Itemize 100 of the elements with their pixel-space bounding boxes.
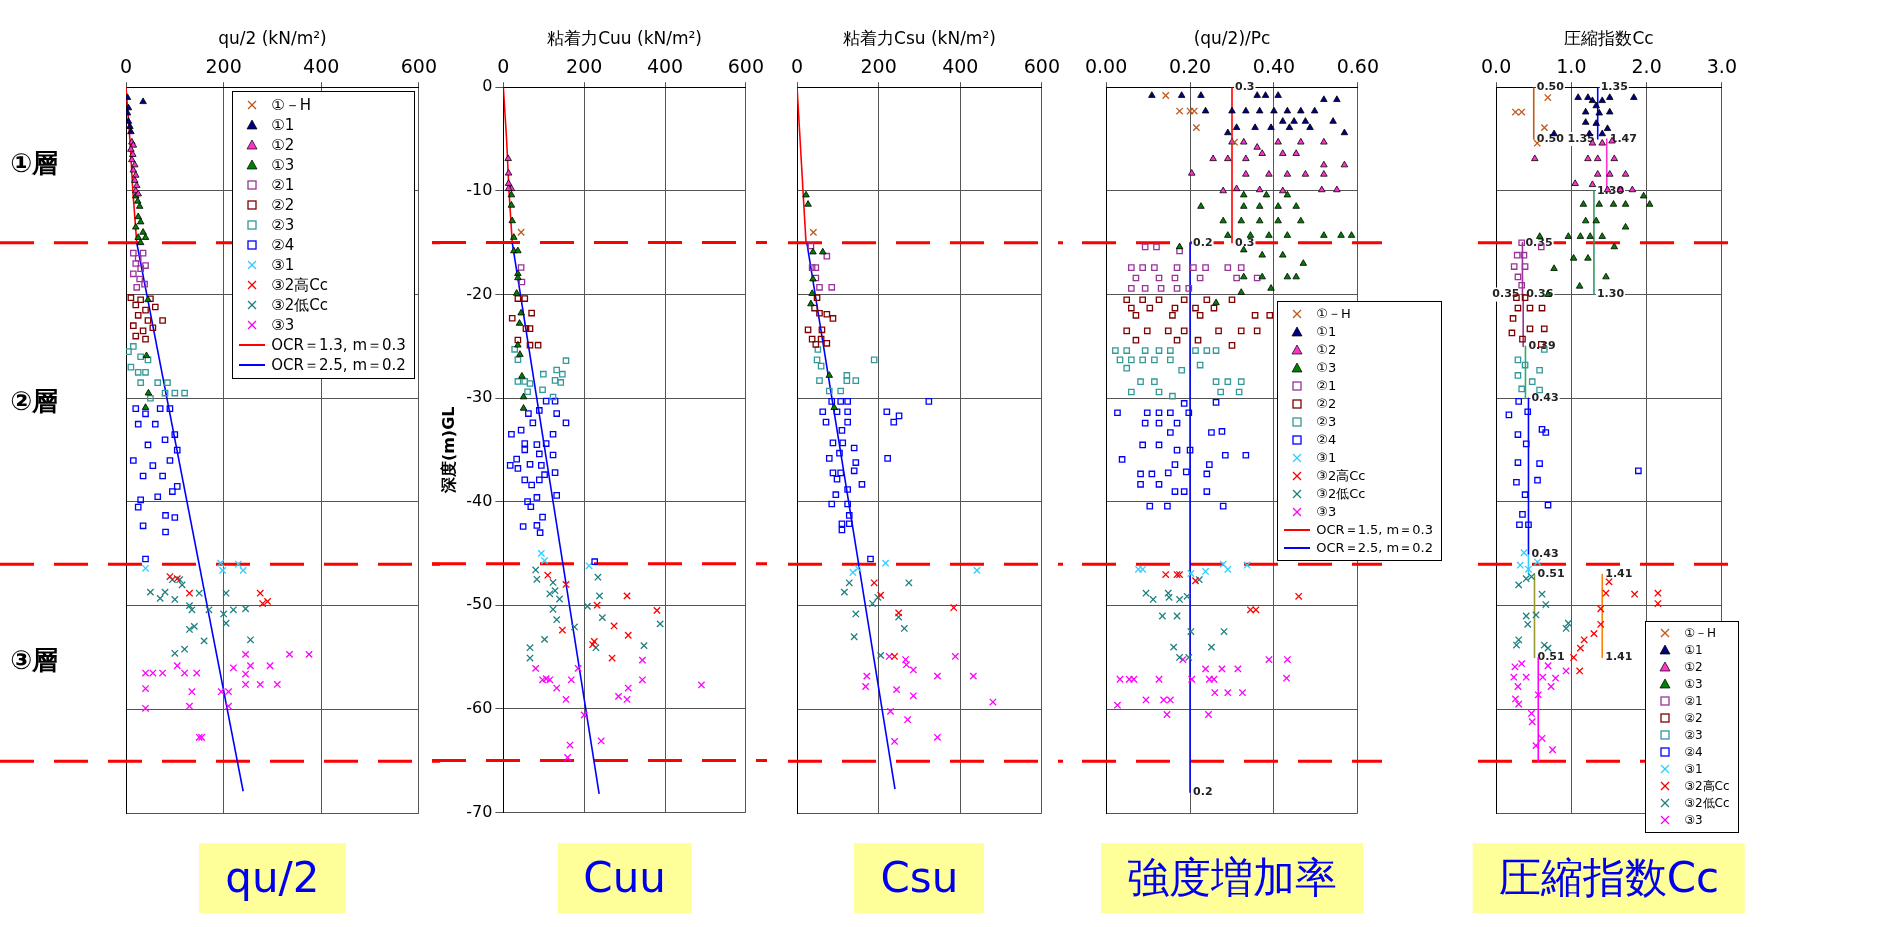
x-tick-label: 0 [119,54,133,77]
text: qu/2 [199,843,346,913]
x-tick-label: 0.20 [1168,54,1212,77]
annotation: 0.35 [1492,287,1520,301]
x-axis-title: 圧縮指数Cc [1564,27,1654,48]
annotation: 0.50 [1536,80,1565,94]
annotation: 0.2 [1193,785,1213,799]
text: ②層 [10,386,59,417]
legend-label: ①2 [1684,658,1703,676]
legend-label: ①－H [1684,624,1716,642]
annotation: 0.3 [1235,235,1255,249]
x-tick-label: 1.0 [1556,54,1587,77]
annotation: 0.51 [1537,650,1565,664]
annotation: 0.35 [1525,235,1553,249]
legend-label: ③2高Cc [271,275,329,296]
x-tick-label: 600 [1023,54,1060,77]
x-tick-label: 200 [860,54,897,77]
legend-label: ③1 [1316,449,1337,468]
annotation: 0.2 [1193,235,1213,249]
x-tick-label: 200 [205,54,242,77]
legend-label: OCR＝2.5, m＝0.2 [1316,539,1433,558]
legend-label: ①－H [271,95,312,116]
legend-label: ②2 [271,195,295,216]
x-tick-label: 600 [400,54,437,77]
text: Csu [854,843,985,913]
legend-label: ②4 [1316,431,1337,450]
x-tick-label: 3.0 [1706,54,1737,77]
y-tick-label: -20 [466,283,493,303]
legend-label: ①3 [1316,359,1337,378]
annotation: 1.35 [1600,80,1628,94]
legend-label: ①－H [1316,305,1351,324]
legend-label: ③1 [271,255,295,276]
annotation: 1.41 [1605,567,1633,581]
x-axis-title: qu/2 (kN/m²) [218,27,327,48]
annotation: 0.51 [1537,567,1565,581]
legend-label: ①1 [1684,641,1703,659]
x-axis-title: (qu/2)/Pc [1193,27,1271,48]
y-tick-label: -40 [466,490,493,510]
legend-label: ②2 [1684,709,1703,727]
x-tick-label: 200 [566,54,603,77]
legend-label: ②1 [1316,377,1337,396]
x-tick-label: 600 [727,54,764,77]
x-tick-label: 400 [646,54,684,77]
legend-label: ①2 [1316,341,1337,360]
y-tick-label: -70 [466,801,493,821]
legend-label: ②4 [1684,743,1703,761]
annotation: 0.43 [1531,546,1559,560]
legend-label: OCR＝1.3, m＝0.3 [271,335,406,356]
annotation: 1.30 [1596,287,1625,301]
x-tick-label: 0 [497,54,510,77]
x-tick-label: 400 [942,54,979,77]
text: ①層 [10,147,59,178]
legend-label: ③2低Cc [1684,794,1730,812]
legend-label: ③2高Cc [1684,777,1730,795]
legend-label: OCR＝2.5, m＝0.2 [271,355,406,376]
x-tick-label: 0.60 [1336,54,1379,77]
text: 強度増加率 [1101,843,1363,913]
legend-label: ①1 [271,115,295,136]
x-tick-label: 0.00 [1085,54,1128,77]
legend-label: ②3 [1684,726,1703,744]
legend-label: ③3 [271,315,295,336]
x-axis-title: 粘着力Csu (kN/m²) [843,27,996,48]
y-tick-label: -10 [466,179,493,199]
legend-label: ①2 [271,135,295,156]
legend-label: ①1 [1316,323,1337,342]
x-tick-label: 400 [303,54,340,77]
x-tick-label: 0 [791,54,804,77]
annotation: 1.30 [1596,183,1625,197]
legend-label: ③2低Cc [271,295,329,316]
legend-label: ②3 [1316,413,1337,432]
legend-label: ①3 [271,155,295,176]
annotation: 1.35 [1567,131,1595,145]
annotation: 0.50 [1536,131,1565,145]
annotation: 0.3 [1235,80,1255,94]
x-tick-label: 0.40 [1252,54,1296,77]
y-tick-label: -50 [466,594,493,614]
x-tick-label: 2.0 [1631,54,1662,77]
legend-label: ②1 [271,175,295,196]
legend-label: ②2 [1316,395,1337,414]
text: 圧縮指数Cc [1472,843,1746,913]
legend-label: ③2高Cc [1316,467,1366,486]
x-axis-title: 粘着力Cuu (kN/m²) [547,27,702,48]
annotation: 1.41 [1605,650,1633,664]
legend-label: ③3 [1316,503,1337,522]
text: Cuu [557,843,692,913]
legend-label: ②4 [271,235,295,256]
annotation: 0.43 [1531,391,1559,405]
legend-label: ③2低Cc [1316,485,1366,504]
legend-label: ②3 [271,215,295,236]
x-tick-label: 0.0 [1481,54,1512,77]
y-tick-label: 0 [482,76,493,96]
legend-label: ③1 [1684,760,1703,778]
legend-label: ③3 [1684,811,1703,829]
legend-label: OCR＝1.5, m＝0.3 [1316,521,1433,540]
text: ③層 [10,645,59,676]
y-tick-label: -30 [466,387,493,407]
y-axis-title: 深度(m)GL [438,406,458,495]
legend-label: ①3 [1684,675,1703,693]
legend-label: ②1 [1684,692,1703,710]
y-tick-label: -60 [466,697,493,717]
